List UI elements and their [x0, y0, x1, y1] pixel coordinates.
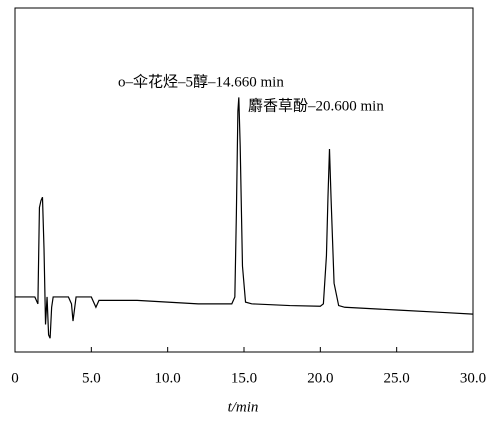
x-tick-label: 10.0 [155, 370, 181, 386]
x-tick-label: 15.0 [231, 370, 257, 386]
plot-frame [14, 7, 474, 353]
chromatogram-line [15, 97, 474, 339]
x-axis-label: t/min [228, 399, 259, 415]
x-tick-label: 30.0 [460, 370, 486, 386]
peak-annotation: o–伞花烃–5醇–14.660 min [118, 73, 284, 90]
x-tick-label: 25.0 [384, 370, 410, 386]
peak-annotation: 麝香草酚–20.600 min [248, 97, 384, 114]
x-tick-label: 0 [11, 370, 19, 386]
x-tick-label: 20.0 [307, 370, 333, 386]
x-tick-label: 5.0 [82, 370, 101, 386]
